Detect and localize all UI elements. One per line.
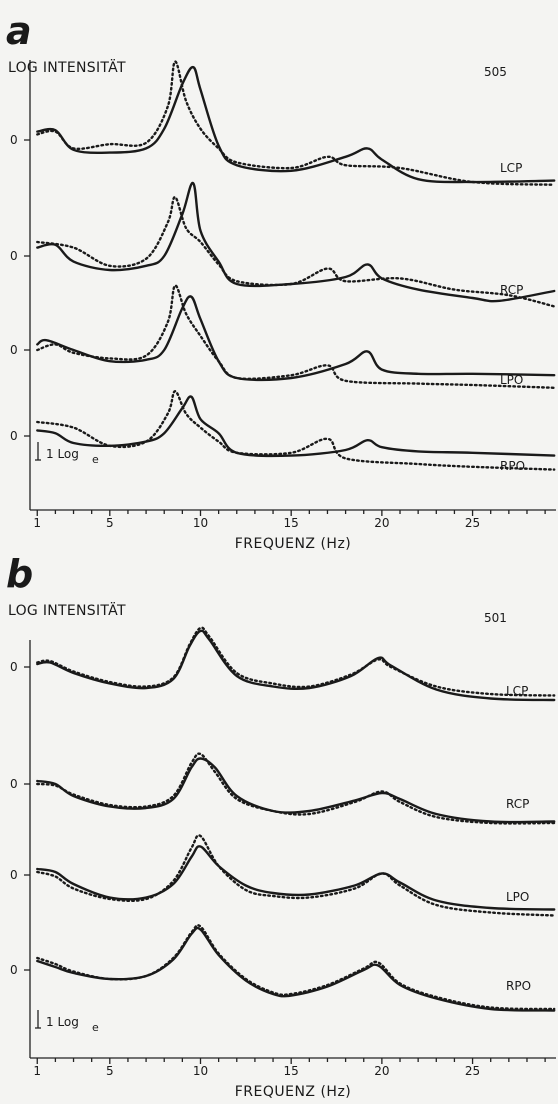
series-lcp-dotted-line <box>36 60 556 186</box>
series-rcp-dotted-line <box>36 752 556 825</box>
x-tick-label: 5 <box>106 516 114 530</box>
subject-id: 501 <box>484 611 507 625</box>
zero-label: 0 <box>10 660 18 674</box>
subject-id: 505 <box>484 65 507 79</box>
series-label: RCP <box>506 797 529 811</box>
series-label: LCP <box>500 161 522 175</box>
x-tick-label: 10 <box>193 1064 208 1078</box>
x-tick-label: 20 <box>374 1064 389 1078</box>
series-lpo-solid-line <box>36 845 556 911</box>
zero-label: 0 <box>10 429 18 443</box>
series-rcp-solid-line <box>36 181 556 303</box>
series-rpo-dotted-line <box>36 924 556 1011</box>
series-rpo-solid-line <box>36 926 556 1012</box>
series-rpo-solid-line <box>36 395 556 458</box>
x-axis-label: FREQUENZ (Hz) <box>235 536 352 552</box>
zero-label: 0 <box>10 963 18 977</box>
scale-bar-subscript: e <box>92 1021 99 1034</box>
scale-bar-label: 1 Log <box>46 1015 79 1029</box>
x-tick-label: 25 <box>465 1064 480 1078</box>
x-tick-label: 10 <box>193 516 208 530</box>
series-rcp-dotted-line <box>36 195 556 308</box>
series-label: LPO <box>506 890 529 904</box>
y-axis-label: LOG INTENSITÄT <box>8 58 126 76</box>
zero-label: 0 <box>10 343 18 357</box>
panel-label: b <box>6 552 33 596</box>
x-tick-label: 25 <box>465 516 480 530</box>
series-lpo-dotted-line <box>36 834 556 917</box>
zero-label: 0 <box>10 133 18 147</box>
zero-label: 0 <box>10 249 18 263</box>
x-tick-label: 1 <box>33 516 41 530</box>
scale-bar-subscript: e <box>92 453 99 466</box>
series-lpo-dotted-line <box>36 284 556 389</box>
x-tick-label: 5 <box>106 1064 114 1078</box>
series-label: RPO <box>506 979 531 993</box>
x-tick-label: 1 <box>33 1064 41 1078</box>
zero-label: 0 <box>10 868 18 882</box>
series-lcp-solid-line <box>36 65 556 184</box>
x-axis-label: FREQUENZ (Hz) <box>235 1084 352 1100</box>
panel-label: a <box>6 9 32 53</box>
series-rpo-dotted-line <box>36 389 556 471</box>
x-tick-label: 15 <box>284 516 299 530</box>
y-axis-label: LOG INTENSITÄT <box>8 601 126 619</box>
series-lpo-solid-line <box>36 295 556 382</box>
x-tick-label: 15 <box>284 1064 299 1078</box>
series-label: LPO <box>500 373 523 387</box>
scale-bar-label: 1 Log <box>46 447 79 461</box>
series-label: RCP <box>500 283 523 297</box>
series-label: LCP <box>506 684 528 698</box>
series-rcp-solid-line <box>36 757 556 824</box>
x-tick-label: 20 <box>374 516 389 530</box>
series-label: RPO <box>500 459 525 473</box>
zero-label: 0 <box>10 777 18 791</box>
series-lcp-solid-line <box>36 629 556 702</box>
